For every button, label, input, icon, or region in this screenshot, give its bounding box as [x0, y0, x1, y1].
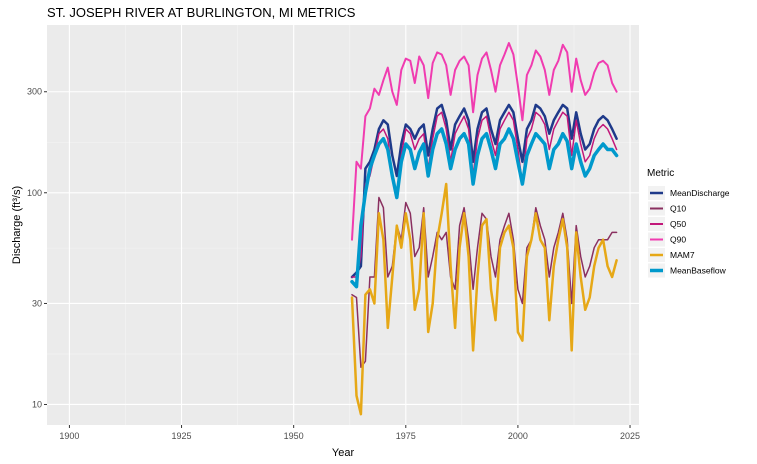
- series-line-meandischarge: [350, 103, 618, 279]
- x-axis: 1900 1925 1950 1975 2000 2025: [59, 425, 640, 441]
- x-tick-label: 1975: [396, 431, 416, 441]
- chart-title: ST. JOSEPH RIVER AT BURLINGTON, MI METRI…: [47, 5, 356, 20]
- series-line-q90: [351, 42, 618, 241]
- series-line-mam7: [350, 182, 618, 416]
- legend-label-meanbaseflow: MeanBaseflow: [670, 266, 727, 276]
- legend-label-q90: Q90: [670, 235, 686, 245]
- legend-label-q50: Q50: [670, 219, 686, 229]
- legend-label-mam7: MAM7: [670, 250, 695, 260]
- y-tick-label: 300: [27, 87, 42, 97]
- legend: Metric MeanDischarge Q10 Q50 Q90 MAM7 MeanBas…: [647, 168, 730, 278]
- y-tick-label: 10: [32, 399, 42, 409]
- x-tick-label: 1900: [59, 431, 79, 441]
- x-tick-label: 2000: [508, 431, 528, 441]
- series-line-meanbaseflow: [350, 127, 619, 289]
- grid-major: [47, 25, 639, 425]
- y-tick-label: 30: [32, 298, 42, 308]
- legend-title: Metric: [647, 168, 674, 179]
- legend-label-meandischarge: MeanDischarge: [670, 188, 730, 198]
- x-axis-title: Year: [332, 447, 355, 459]
- y-axis: 10 30 100 300: [27, 87, 47, 409]
- x-tick-label: 2025: [620, 431, 640, 441]
- x-tick-label: 1950: [284, 431, 304, 441]
- legend-label-q10: Q10: [670, 204, 686, 214]
- series-lines: [350, 42, 619, 416]
- y-tick-label: 100: [27, 188, 42, 198]
- y-axis-title: Discharge (ft³/s): [11, 186, 23, 264]
- x-tick-label: 1925: [172, 431, 192, 441]
